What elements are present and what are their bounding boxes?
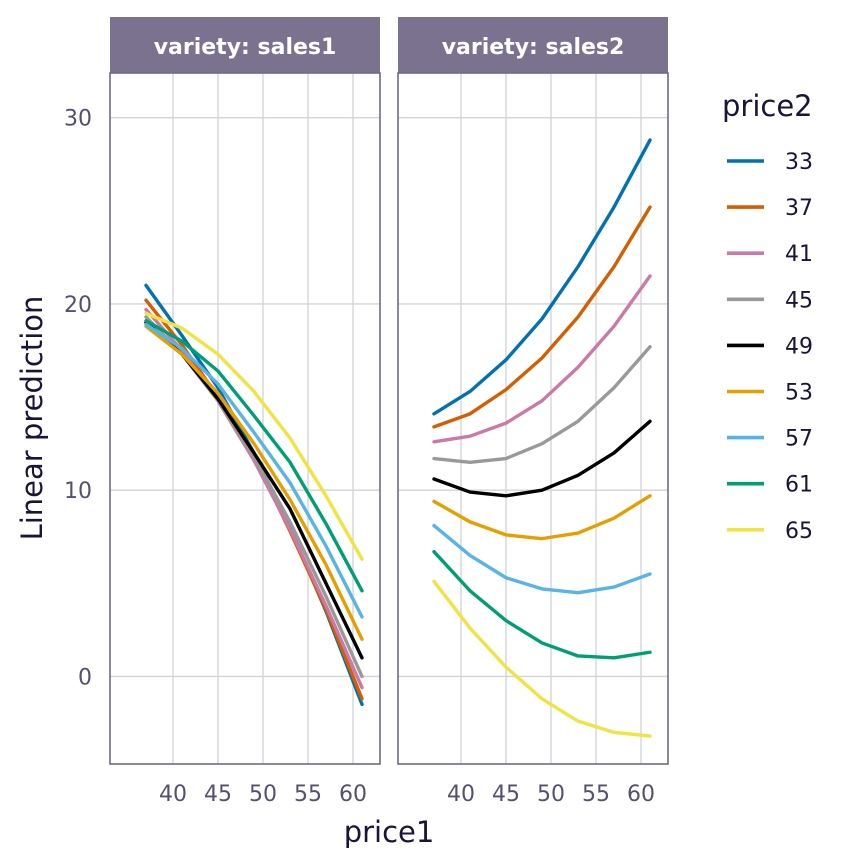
- legend-label: 61: [785, 473, 813, 498]
- x-tick-label: 40: [159, 782, 187, 807]
- legend-label: 53: [785, 381, 813, 406]
- series-line-41: [144, 307, 364, 690]
- y-axis-title: Linear prediction: [15, 296, 49, 541]
- legend-item-45: 45: [727, 288, 813, 313]
- x-tick-label: 60: [627, 782, 655, 807]
- x-axis-title: price1: [344, 815, 435, 849]
- panel-border: [397, 72, 669, 765]
- series-line-41: [432, 274, 652, 444]
- legend-label: 57: [785, 427, 813, 452]
- legend-label: 65: [785, 519, 813, 544]
- legend-item-53: 53: [727, 381, 813, 406]
- legend-item-65: 65: [727, 519, 813, 544]
- series-line-57: [144, 322, 364, 619]
- series-line-37: [432, 205, 652, 429]
- series-line-45: [432, 345, 652, 464]
- legend-item-57: 57: [727, 427, 813, 452]
- series-line-61: [144, 319, 364, 593]
- series-line-33: [432, 138, 652, 416]
- legend-label: 33: [785, 150, 813, 175]
- legend-label: 37: [785, 196, 813, 221]
- x-tick-label: 50: [249, 782, 277, 807]
- panel-strip-label: variety: sales1: [154, 35, 337, 60]
- legend-item-33: 33: [727, 150, 813, 175]
- panel-strip-label: variety: sales2: [442, 35, 625, 60]
- x-tick-label: 50: [537, 782, 565, 807]
- series-line-65: [432, 579, 652, 738]
- legend-items: 33 37 41 45 49 53 57 61 65: [727, 150, 813, 544]
- series-line-53: [144, 324, 364, 641]
- x-axis-ticks: 40 45 50 55 60 40 45 50 55 60: [159, 782, 655, 807]
- legend-item-37: 37: [727, 196, 813, 221]
- legend-item-41: 41: [727, 242, 813, 267]
- x-tick-label: 55: [582, 782, 610, 807]
- legend-title: price2: [722, 89, 813, 123]
- y-tick-label: 20: [64, 293, 92, 318]
- chart-panels: variety: sales1 variety: sales2: [109, 17, 669, 765]
- series-line-61: [432, 549, 652, 660]
- series-line-57: [432, 523, 652, 595]
- legend-label: 41: [785, 242, 813, 267]
- legend-item-49: 49: [727, 334, 813, 359]
- legend-label: 45: [785, 288, 813, 313]
- x-tick-label: 55: [294, 782, 322, 807]
- series-line-53: [432, 494, 652, 541]
- x-tick-label: 45: [204, 782, 232, 807]
- panel-strip: [398, 17, 668, 73]
- y-tick-label: 30: [64, 107, 92, 132]
- panel-border: [109, 72, 381, 765]
- x-tick-label: 45: [492, 782, 520, 807]
- x-tick-label: 60: [339, 782, 367, 807]
- legend-item-61: 61: [727, 473, 813, 498]
- legend: price2 33 37 41 45 49 53 57 61 65: [722, 89, 813, 544]
- series-line-65: [144, 311, 364, 561]
- panel-strip: [110, 17, 380, 73]
- panel-1: variety: sales1: [109, 17, 381, 765]
- legend-label: 49: [785, 334, 813, 359]
- y-tick-label: 10: [64, 479, 92, 504]
- y-tick-label: 0: [78, 665, 92, 690]
- x-tick-label: 40: [447, 782, 475, 807]
- y-axis-ticks: 0 10 20 30: [64, 107, 92, 691]
- series-line-49: [432, 419, 652, 498]
- panel-2: variety: sales2: [397, 17, 669, 765]
